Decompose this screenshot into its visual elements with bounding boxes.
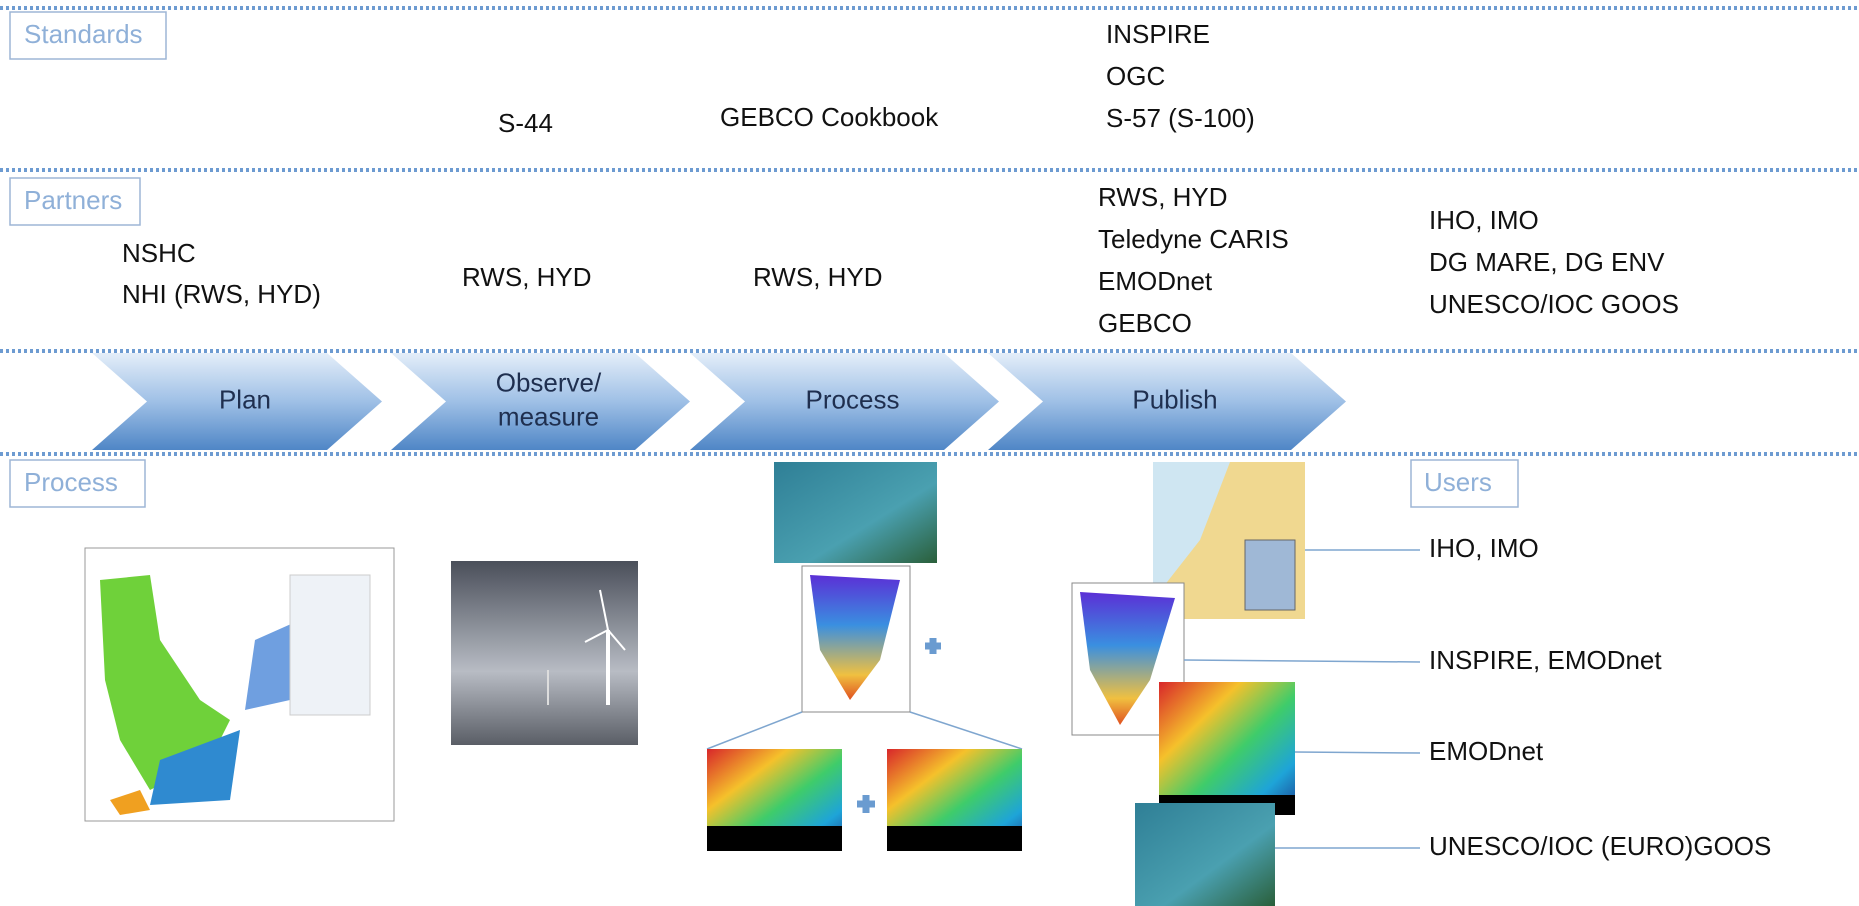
standard: INSPIRE	[1106, 19, 1210, 49]
process-step	[391, 353, 690, 450]
survey-map	[84, 547, 395, 822]
standard: S-44	[498, 108, 553, 138]
separators	[0, 6, 1859, 456]
section-label: Partners	[24, 185, 122, 215]
partner: RWS, HYD	[1098, 182, 1228, 212]
step-label: Plan	[219, 384, 271, 414]
images	[84, 462, 1305, 906]
label-box	[9, 177, 141, 226]
label-box	[1410, 459, 1519, 508]
partner: Teledyne CARIS	[1098, 224, 1289, 254]
step-label: Process	[806, 384, 900, 414]
partner: GEBCO	[1098, 308, 1192, 338]
label-box	[9, 459, 146, 508]
user: UNESCO/IOC (EURO)GOOS	[1429, 831, 1771, 861]
label-box	[9, 11, 167, 60]
standard: S-57 (S-100)	[1106, 103, 1255, 133]
standard: OGC	[1106, 61, 1165, 91]
partner: NHI (RWS, HYD)	[122, 279, 321, 309]
step-label: Observe/	[496, 367, 602, 397]
content: S-44 GEBCO Cookbook INSPIRE OGC S-57 (S-100)…	[92, 19, 1771, 861]
partner: DG MARE, DG ENV	[1429, 247, 1665, 277]
wind-farm-photo	[451, 561, 638, 745]
process-step	[690, 353, 999, 450]
process-step	[92, 353, 382, 450]
partner: IHO, IMO	[1429, 205, 1539, 235]
connector	[1294, 751, 1421, 754]
step-label: Publish	[1132, 384, 1217, 414]
publish-images	[1071, 462, 1305, 906]
section-labels: Standards Partners Process Users	[9, 11, 1519, 508]
partner: UNESCO/IOC GOOS	[1429, 289, 1679, 319]
connector	[1183, 659, 1421, 663]
partner: EMODnet	[1098, 266, 1213, 296]
process-step	[988, 353, 1346, 450]
user: INSPIRE, EMODnet	[1429, 645, 1662, 675]
section-label: Process	[24, 467, 118, 497]
partner: NSHC	[122, 238, 196, 268]
partner: RWS, HYD	[753, 262, 883, 292]
user: EMODnet	[1429, 736, 1544, 766]
section-label: Standards	[24, 19, 143, 49]
step-label: measure	[498, 401, 599, 431]
partner: RWS, HYD	[462, 262, 592, 292]
user-connectors	[1183, 549, 1421, 849]
standard: GEBCO Cookbook	[720, 102, 939, 132]
process-images	[706, 462, 1023, 851]
user: IHO, IMO	[1429, 533, 1539, 563]
section-label: Users	[1424, 467, 1492, 497]
